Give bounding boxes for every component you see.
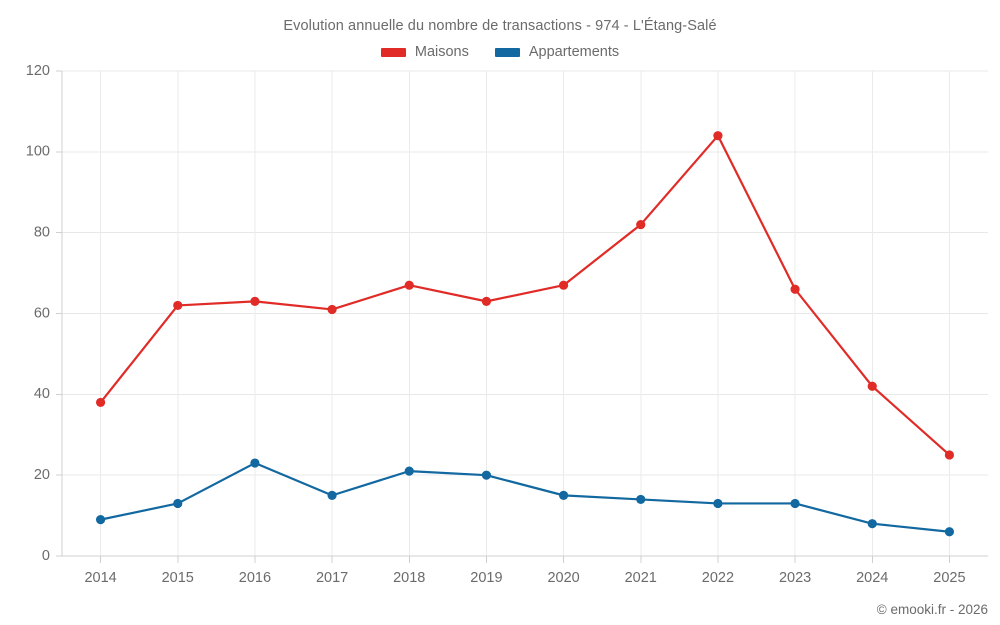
y-tick-label: 60 xyxy=(34,305,50,321)
y-tick-label: 20 xyxy=(34,467,50,483)
series-line-appartements xyxy=(99,461,951,533)
data-point[interactable]: Appartements 2025: 6 xyxy=(944,527,955,537)
x-tick-label: 2025 xyxy=(933,570,965,586)
chart-title: Evolution annuelle du nombre de transact… xyxy=(283,18,717,34)
legend-swatch-icon xyxy=(494,47,520,57)
data-point[interactable]: Appartements 2015: 13 xyxy=(173,498,183,509)
x-axis-tick-labels: 2014 2015 2016 2017 2018 2019 2020 2021 2022 2023… xyxy=(84,570,965,586)
x-tick-label: 2022 xyxy=(702,570,734,586)
legend-swatch-icon xyxy=(380,47,406,57)
y-tick-label: 0 xyxy=(42,548,50,564)
legend-item-appartements[interactable]: Appartements xyxy=(494,44,620,60)
data-point[interactable]: Maisons 2016: 63 xyxy=(250,296,260,306)
x-tick-label: 2019 xyxy=(470,570,502,586)
data-point[interactable]: Maisons 2023: 66 xyxy=(790,284,800,294)
legend-item-maisons[interactable]: Maisons xyxy=(380,44,469,60)
data-point[interactable]: Appartements 2017: 15 xyxy=(327,490,337,500)
data-point[interactable]: Appartements 2023: 13 xyxy=(790,498,800,509)
x-tick-label: 2016 xyxy=(239,570,271,586)
x-tick-label: 2023 xyxy=(779,570,811,586)
data-series-lines xyxy=(99,134,951,533)
x-tick-label: 2015 xyxy=(162,570,194,586)
series-line-maisons xyxy=(99,134,951,457)
chart-axes xyxy=(56,70,988,563)
data-point[interactable]: Appartements 2022: 13 xyxy=(713,498,723,509)
data-point[interactable]: Appartements 2016: 23 xyxy=(250,458,260,468)
data-point[interactable]: Maisons 2017: 61 xyxy=(327,304,337,315)
y-axis-tick-labels: 0 20 40 60 80 100 120 xyxy=(26,63,50,564)
data-point[interactable]: Appartements 2020: 15 xyxy=(558,490,569,500)
copyright-credit: © emooki.fr - 2026 xyxy=(876,602,988,617)
y-tick-label: 80 xyxy=(34,224,50,240)
data-point[interactable]: Maisons 2020: 67 xyxy=(558,280,569,290)
data-point[interactable]: Maisons 2015: 62 xyxy=(173,300,183,311)
legend-label-appartements: Appartements xyxy=(528,44,620,60)
chart-legend: Maisons Appartements xyxy=(0,44,1000,60)
data-point[interactable]: Appartements 2021: 14 xyxy=(636,494,646,505)
x-tick-label: 2024 xyxy=(856,570,888,586)
data-point[interactable]: Maisons 2021: 82 xyxy=(636,219,646,230)
data-point[interactable]: Maisons 2019: 63 xyxy=(481,296,492,306)
x-tick-label: 2021 xyxy=(625,570,657,586)
y-tick-label: 40 xyxy=(34,386,50,402)
data-point[interactable]: Maisons 2024: 42 xyxy=(867,381,877,391)
data-point[interactable]: Appartements 2014: 9 xyxy=(95,515,106,525)
y-tick-label: 120 xyxy=(26,63,50,79)
x-tick-label: 2017 xyxy=(316,570,348,586)
data-point[interactable]: Maisons 2022: 104 xyxy=(713,131,723,141)
x-tick-label: 2020 xyxy=(547,570,579,586)
x-tick-label: 2018 xyxy=(393,570,425,586)
data-point[interactable]: Appartements 2024: 8 xyxy=(867,519,877,529)
data-point[interactable]: Maisons 2025: 25 xyxy=(944,450,955,460)
data-series-points: Maisons 2014: 38 Maisons 2015: 62 Maisons … xyxy=(95,131,955,537)
legend-label-maisons: Maisons xyxy=(414,44,469,60)
x-tick-label: 2014 xyxy=(84,570,116,586)
horizontal-gridlines xyxy=(62,70,988,476)
data-point[interactable]: Appartements 2019: 20 xyxy=(481,470,492,480)
data-point[interactable]: Maisons 2018: 67 xyxy=(404,280,414,290)
y-tick-label: 100 xyxy=(26,144,50,160)
data-point[interactable]: Maisons 2014: 38 xyxy=(95,397,106,408)
data-point[interactable]: Appartements 2018: 21 xyxy=(404,466,414,476)
